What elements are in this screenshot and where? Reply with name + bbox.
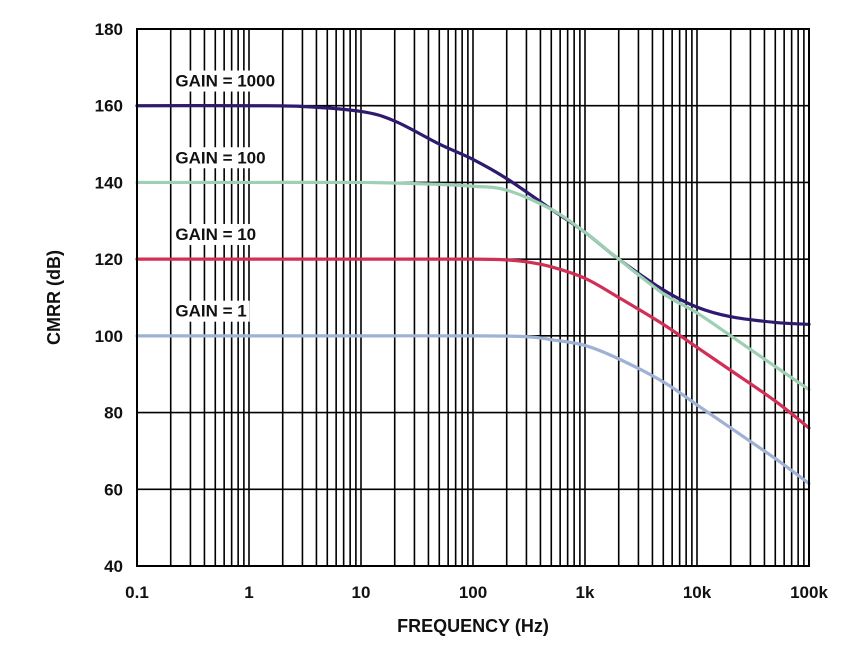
- series-label-bg-3: [172, 300, 250, 322]
- y-tick-label: 180: [95, 20, 123, 39]
- y-tick-label: 140: [95, 173, 123, 192]
- series-line-0: [135, 104, 811, 326]
- series-label-0: GAIN = 1000: [175, 72, 275, 91]
- y-tick-label: 60: [104, 480, 123, 499]
- y-tick-label: 100: [95, 327, 123, 346]
- y-tick-label: 120: [95, 250, 123, 269]
- series-line-3: [135, 334, 811, 486]
- series-labels: GAIN = 1000 GAIN = 100 GAIN = 10 GAIN = 1: [172, 70, 279, 322]
- series-label-2: GAIN = 10: [175, 225, 256, 244]
- x-tick-label: 1k: [576, 583, 595, 602]
- series-label-bg-0: [172, 70, 279, 92]
- y-tick-label: 40: [104, 557, 123, 576]
- grid: [136, 28, 809, 567]
- series-label-3: GAIN = 1: [175, 302, 246, 321]
- x-axis-title: FREQUENCY (Hz): [397, 616, 549, 636]
- x-tick-label: 10: [352, 583, 371, 602]
- y-axis-title: CMRR (dB): [44, 250, 64, 345]
- series-line-2: [135, 257, 811, 430]
- series-label-bg-1: [172, 147, 269, 169]
- plot-frame: [136, 28, 810, 567]
- x-tick-label: 0.1: [125, 583, 149, 602]
- series-label-bg-2: [172, 223, 260, 245]
- x-tick-label: 10k: [683, 583, 712, 602]
- x-tick-label: 1: [244, 583, 253, 602]
- x-tick-labels: 0.1 1 10 100 1k 10k 100k: [125, 583, 828, 602]
- x-tick-label: 100: [459, 583, 487, 602]
- y-tick-labels: 40 60 80 100 120 140 160 180: [95, 20, 123, 576]
- series-lines: [135, 104, 811, 486]
- series-label-1: GAIN = 100: [175, 148, 265, 167]
- y-tick-label: 160: [95, 97, 123, 116]
- x-tick-label: 100k: [790, 583, 828, 602]
- y-tick-label: 80: [104, 404, 123, 423]
- series-line-1: [135, 180, 811, 392]
